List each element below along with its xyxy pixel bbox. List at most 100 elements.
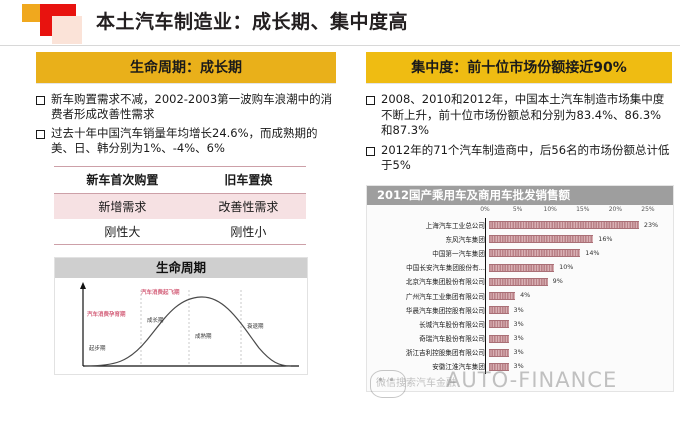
- bar: [489, 221, 639, 230]
- bar-chart-row: 华晨汽车集团控股有限公司 3%: [367, 303, 673, 317]
- bullet-text: 新车购置需求不减，2002-2003第一波购车浪潮中的消费者形成改善性需求: [51, 92, 333, 121]
- bar-category-label: 华晨汽车集团控股有限公司: [405, 306, 485, 315]
- bar-value-label: 4%: [520, 291, 531, 300]
- bar-track: 14%: [489, 246, 665, 260]
- list-item: 2008、2010和2012年，中国本土汽车制造市场集中度不断上升，前十位市场份…: [366, 92, 672, 139]
- bar-track: 3%: [489, 303, 665, 317]
- bar-chart-row: 长城汽车股份有限公司 3%: [367, 317, 673, 331]
- axis-tick-label: 10%: [543, 205, 557, 213]
- bar-track: 3%: [489, 345, 665, 359]
- bar-value-label: 14%: [585, 248, 600, 257]
- table-header-row: 新车首次购置 旧车置换: [54, 166, 306, 194]
- bar: [489, 348, 509, 357]
- bar-value-label: 10%: [559, 263, 574, 272]
- axis-tick-label: 15%: [576, 205, 590, 213]
- lifecycle-curve-svg: [80, 282, 299, 367]
- logo-pink-square: [52, 16, 82, 44]
- bar-category-label: 奇瑞汽车股份有限公司: [419, 335, 485, 344]
- table-cell: 新增需求: [54, 193, 191, 219]
- page-title: 本土汽车制造业：成长期、集中度高: [96, 11, 409, 33]
- bar: [489, 277, 548, 286]
- square-bullet-icon: [366, 96, 375, 105]
- bar-value-label: 16%: [598, 234, 613, 243]
- bar-category-label: 安徽江淮汽车集团: [432, 363, 485, 372]
- axis-tick-label: 5%: [512, 205, 523, 213]
- bar-chart-row: 北京汽车集团股份有限公司 9%: [367, 274, 673, 288]
- demand-table: 新车首次购置 旧车置换 新增需求 改善性需求 刚性大 刚性小: [54, 166, 306, 245]
- wholesale-bar-chart: 2012国产乘用车及商用车批发销售额 0% 5% 10% 15% 20% 25% 上海汽车…: [366, 184, 674, 392]
- bar-track: 10%: [489, 260, 665, 274]
- right-column: 集中度：前十位市场份额接近90% 2008、2010和2012年，中国本土汽车制…: [366, 52, 674, 392]
- slide-header: 本土汽车制造业：成长期、集中度高: [0, 0, 680, 46]
- square-bullet-icon: [36, 130, 45, 139]
- list-item: 2012年的71个汽车制造商中，后56名的市场份额总计低于5%: [366, 143, 672, 174]
- bar-chart-row: 奇瑞汽车股份有限公司 3%: [367, 331, 673, 345]
- left-section-band: 生命周期：成长期: [36, 52, 336, 83]
- right-section-band: 集中度：前十位市场份额接近90%: [366, 52, 672, 83]
- bar-category-label: 中国第一汽车集团: [432, 249, 485, 258]
- list-item: 新车购置需求不减，2002-2003第一波购车浪潮中的消费者形成改善性需求: [36, 92, 336, 122]
- axis-tick-label: 25%: [641, 205, 655, 213]
- bar-category-label: 浙江吉利控股集团有限公司: [405, 349, 485, 358]
- bar-value-label: 3%: [513, 362, 524, 371]
- bar: [489, 334, 509, 343]
- brand-logo: [22, 4, 82, 44]
- bar: [489, 320, 509, 329]
- logo-orange-square: [22, 4, 40, 22]
- bar-value-label: 3%: [513, 348, 524, 357]
- bar-value-label: 3%: [513, 319, 524, 328]
- bar-category-label: 长城汽车股份有限公司: [419, 320, 485, 329]
- square-bullet-icon: [36, 96, 45, 105]
- left-bullet-list: 新车购置需求不减，2002-2003第一波购车浪潮中的消费者形成改善性需求 过去…: [36, 92, 336, 156]
- bar: [489, 249, 581, 258]
- bar-chart-row: 浙江吉利控股集团有限公司 3%: [367, 345, 673, 359]
- bar-category-label: 上海汽车工业总公司: [425, 221, 485, 230]
- bar-track: 16%: [489, 232, 665, 246]
- bar-chart-title: 2012国产乘用车及商用车批发销售额: [367, 185, 673, 205]
- bar-value-label: 9%: [552, 277, 563, 286]
- bar-chart-row: 东风汽车集团 16%: [367, 232, 673, 246]
- bar-track: 9%: [489, 274, 665, 288]
- table-row: 新增需求 改善性需求: [54, 193, 306, 219]
- bullet-text: 过去十年中国汽车销量年均增长24.6%，而成熟期的美、日、韩分别为1%、-4%、…: [51, 126, 318, 155]
- bar-track: 4%: [489, 288, 665, 302]
- bar-value-label: 3%: [513, 334, 524, 342]
- lifecycle-stage-label: 衰退期: [247, 324, 264, 330]
- bar: [489, 306, 509, 315]
- bar-value-label: 23%: [643, 220, 659, 229]
- lifecycle-annotation: 汽车消费孕育期: [87, 312, 126, 318]
- bar-chart-row: 广州汽车工业集团有限公司 4%: [367, 288, 673, 302]
- lifecycle-stage-label: 成熟期: [195, 334, 212, 340]
- bullet-text: 2008、2010和2012年，中国本土汽车制造市场集中度不断上升，前十位市场份…: [381, 92, 665, 137]
- lifecycle-annotation: 汽车消费起飞期: [141, 290, 180, 296]
- bar-track: 3%: [489, 317, 665, 331]
- table-cell: 刚性大: [54, 219, 191, 245]
- bar-track: 3%: [489, 331, 665, 345]
- bar-chart-row: 上海汽车工业总公司 23%: [367, 218, 673, 232]
- bar: [489, 263, 555, 272]
- bar-chart-zero-axis: [485, 217, 487, 374]
- table-row: 刚性大 刚性小: [54, 219, 306, 245]
- bar: [489, 235, 594, 244]
- bar-category-label: 北京汽车集团股份有限公司: [405, 278, 485, 287]
- axis-tick-label: 0%: [480, 205, 490, 213]
- column-header: 新车首次购置: [54, 166, 191, 194]
- bullet-text: 2012年的71个汽车制造商中，后56名的市场份额总计低于5%: [381, 142, 670, 173]
- left-column: 生命周期：成长期 新车购置需求不减，2002-2003第一波购车浪潮中的消费者形…: [36, 52, 336, 375]
- bar-category-label: 广州汽车工业集团有限公司: [405, 292, 485, 301]
- right-bullet-list: 2008、2010和2012年，中国本土汽车制造市场集中度不断上升，前十位市场份…: [366, 92, 672, 174]
- lifecycle-chart-title: 生命周期: [55, 258, 307, 278]
- table-cell: 刚性小: [190, 219, 306, 245]
- lifecycle-stage-label: 成长期: [147, 318, 164, 324]
- square-bullet-icon: [366, 146, 375, 156]
- bar-track: 23%: [489, 218, 665, 232]
- bar-chart-x-axis: 0% 5% 10% 15% 20% 25%: [480, 205, 661, 217]
- list-item: 过去十年中国汽车销量年均增长24.6%，而成熟期的美、日、韩分别为1%、-4%、…: [36, 126, 336, 156]
- bar-category-label: 东风汽车集团: [445, 235, 485, 244]
- column-header: 旧车置换: [190, 166, 306, 194]
- bar-chart-row: 中国长安汽车集团股份有... 10%: [367, 260, 673, 274]
- bar-chart-row: 中国第一汽车集团 14%: [367, 246, 673, 260]
- lifecycle-stage-label: 起步期: [89, 346, 106, 352]
- bar: [489, 362, 509, 371]
- bar-track: 3%: [489, 359, 665, 373]
